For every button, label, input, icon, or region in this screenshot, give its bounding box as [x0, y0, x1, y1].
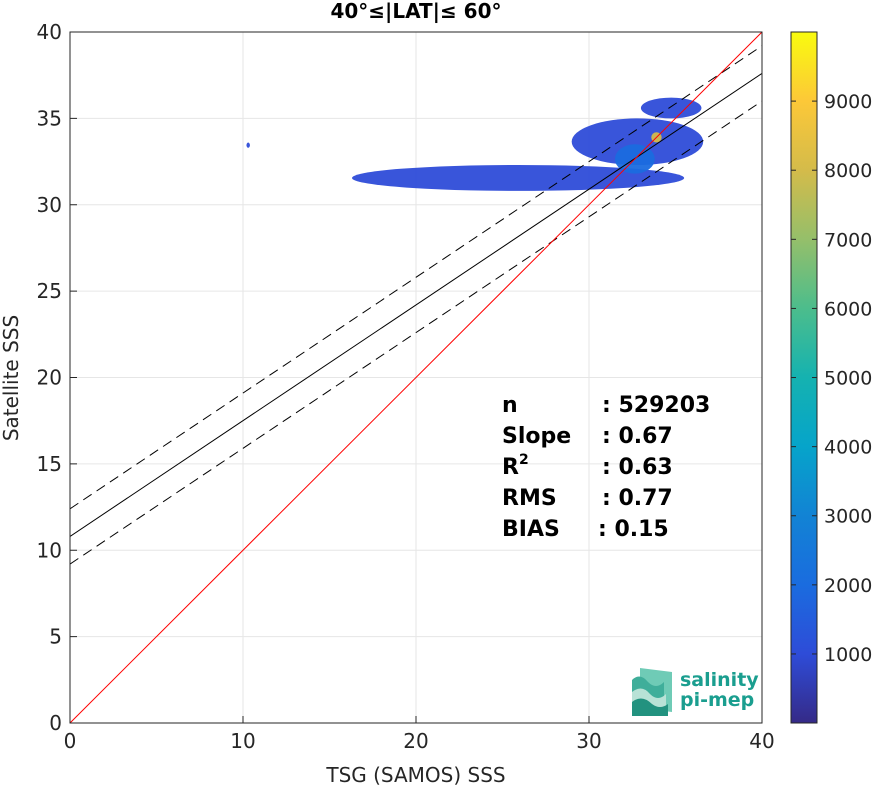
regression-lines: [70, 32, 762, 723]
stat-label: RMS: [502, 486, 557, 511]
y-tick-label: 40: [37, 20, 62, 44]
stat-label: Slope: [502, 424, 571, 449]
colorbar-tick-label: 5000: [824, 368, 872, 390]
density-region: [246, 142, 250, 148]
x-tick-label: 30: [576, 729, 601, 753]
x-tick-label: 20: [403, 729, 428, 753]
stat-label: n: [502, 393, 518, 418]
x-tick-label: 0: [64, 729, 77, 753]
stat-label-superscript: 2: [519, 452, 529, 468]
density-region: [571, 118, 704, 166]
stat-value: : 0.77: [602, 486, 673, 511]
y-tick-label: 10: [37, 538, 62, 562]
y-tick-label: 30: [37, 193, 62, 217]
logo-line1: salinity: [680, 669, 759, 691]
density-region: [640, 97, 702, 119]
stat-label: BIAS: [502, 517, 560, 542]
x-tick-label: 10: [230, 729, 255, 753]
stat-value: : 0.63: [602, 455, 673, 480]
stat-value: : 529203: [602, 393, 710, 418]
colorbar-tick-label: 1000: [824, 644, 872, 666]
colorbar-tick-label: 3000: [824, 506, 872, 528]
stat-label: R: [502, 455, 519, 480]
colorbar-tick-label: 6000: [824, 298, 872, 320]
colorbar-tick-label: 4000: [824, 437, 872, 459]
one-to-one-line: [70, 32, 762, 723]
salinity-pi-mep-logo: salinity pi-mep: [632, 668, 759, 716]
stat-value: : 0.67: [602, 424, 673, 449]
colorbar-tick-label: 8000: [824, 160, 872, 182]
colorbar-tick-label: 7000: [824, 229, 872, 251]
fit-line: [70, 73, 762, 537]
colorbar-tick-label: 2000: [824, 575, 872, 597]
y-axis-label: Satellite SSS: [0, 315, 23, 441]
density-region: [351, 165, 685, 191]
x-tick-label: 40: [749, 729, 774, 753]
y-tick-label: 5: [49, 625, 62, 649]
y-tick-label: 15: [37, 452, 62, 476]
y-tick-label: 0: [49, 711, 62, 735]
y-tick-label: 25: [37, 279, 62, 303]
upper-bound-line: [70, 45, 762, 510]
y-tick-label: 35: [37, 106, 62, 130]
stat-value: : 0.15: [598, 517, 669, 542]
colorbar-tick-label: 9000: [824, 91, 872, 113]
y-tick-label: 20: [37, 366, 62, 390]
stats-box: n : 529203 Slope : 0.67 R 2 : 0.63 RMS : 0.77 BIA…: [502, 393, 710, 542]
x-axis-label: TSG (SAMOS) SSS: [325, 763, 505, 787]
wave-logo-icon: [632, 668, 672, 716]
lower-bound-line: [70, 100, 762, 565]
chart-title: 40°≤|LAT|≤ 60°: [330, 0, 501, 23]
logo-line2: pi-mep: [680, 689, 754, 711]
axis-ticks: 0 10 20 30 40 0 5 10 15 20 25 30 35 40: [37, 20, 775, 753]
colorbar-ticks: 1000 2000 3000 4000 5000 6000 7000 8000 9000: [791, 91, 872, 666]
